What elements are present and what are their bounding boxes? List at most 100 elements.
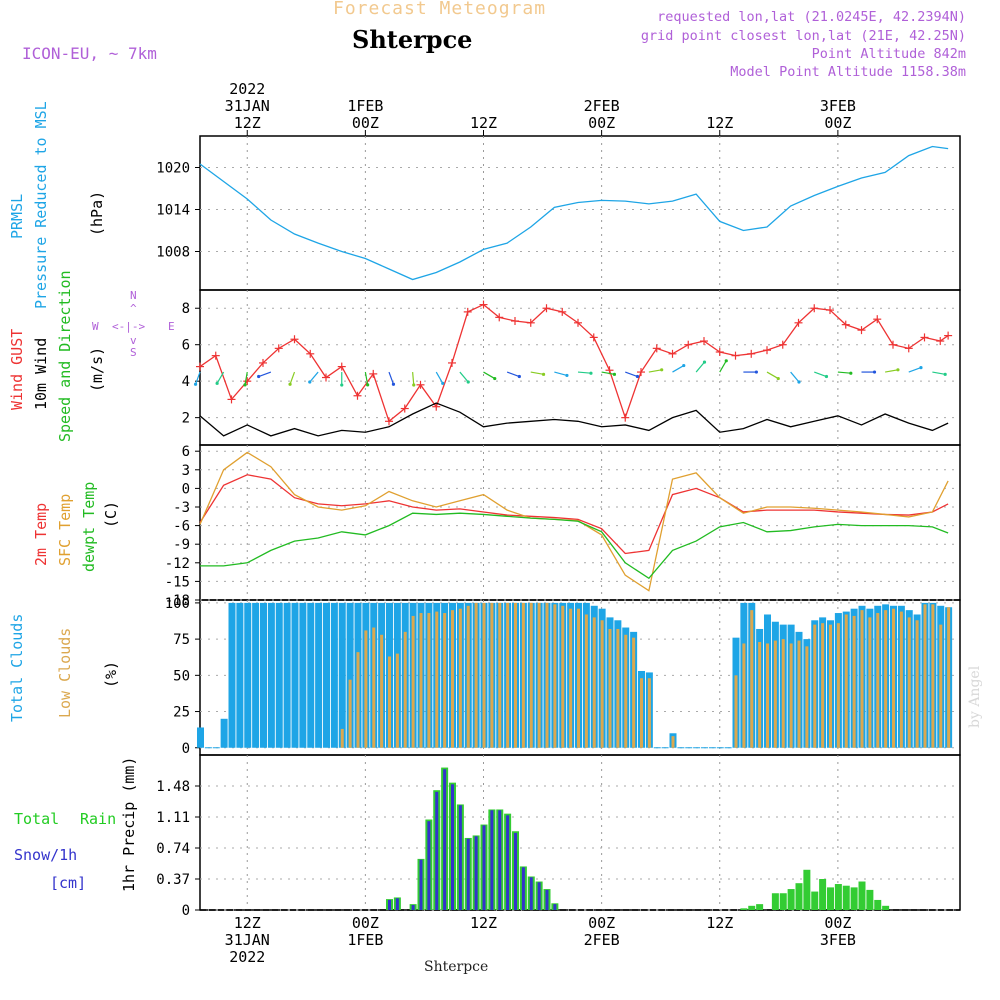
chart-title: Forecast Meteogram bbox=[333, 0, 547, 19]
ytick-label-temp: -9 bbox=[173, 537, 190, 553]
compass-w: W bbox=[92, 320, 99, 333]
wind-direction-arrow bbox=[388, 371, 395, 385]
snow-bar bbox=[537, 882, 541, 910]
ytick-label-precip: 0 bbox=[182, 903, 190, 919]
snow-bar bbox=[466, 838, 470, 910]
low-cloud-bar bbox=[805, 646, 809, 748]
rain-bar bbox=[811, 891, 819, 910]
low-cloud-bar bbox=[923, 604, 927, 748]
wind-direction-arrow bbox=[435, 371, 444, 384]
rain-bar bbox=[834, 884, 842, 910]
low-cloud-bar bbox=[860, 610, 864, 748]
ytick-label-clouds: 50 bbox=[173, 668, 190, 684]
low-cloud-bar bbox=[364, 630, 368, 748]
low-cloud-bar bbox=[876, 613, 880, 748]
pressure-line bbox=[199, 145, 949, 281]
low-cloud-bar bbox=[529, 602, 533, 748]
ytick-label-temp: -3 bbox=[173, 500, 190, 516]
time-label-bottom: 12Z bbox=[234, 914, 261, 932]
rain-bar bbox=[771, 893, 779, 910]
low-cloud-bar bbox=[411, 615, 415, 748]
low-cloud-bar bbox=[498, 602, 502, 748]
total-cloud-bar bbox=[323, 602, 330, 748]
wind-direction-arrow bbox=[577, 371, 592, 374]
wind-direction-arrowhead bbox=[919, 366, 923, 370]
low-cloud-bar bbox=[773, 640, 777, 748]
time-label-bottom: 00Z bbox=[824, 914, 851, 932]
time-label-bottom: 1FEB bbox=[347, 931, 383, 949]
low-cloud-bar bbox=[915, 620, 919, 748]
wind-direction-arrow bbox=[625, 371, 638, 378]
compass-dn: v bbox=[130, 334, 137, 347]
time-label-top: 12Z bbox=[706, 114, 733, 132]
wind-direction-arrowhead bbox=[193, 382, 198, 386]
time-label-top: 12Z bbox=[470, 114, 497, 132]
ytick-label-precip: 0.37 bbox=[156, 872, 190, 888]
ytick-label-pressure: 1008 bbox=[156, 245, 190, 261]
ytick-label-clouds: 25 bbox=[173, 705, 190, 721]
snow-bar bbox=[506, 815, 510, 910]
ytick-label-precip: 1.11 bbox=[156, 810, 190, 826]
wind-direction-arrowhead bbox=[635, 374, 640, 379]
time-label-top: 00Z bbox=[588, 114, 615, 132]
compass-up: ^ bbox=[130, 302, 137, 315]
wind-direction-arrow bbox=[837, 371, 851, 374]
low-cloud-bar bbox=[608, 628, 612, 748]
wind-direction-arrowhead bbox=[308, 380, 312, 384]
low-cloud-bar bbox=[340, 728, 344, 748]
point-altitude: Point Altitude 842m bbox=[811, 46, 966, 62]
rain-bar bbox=[866, 889, 874, 910]
wind-direction-arrow bbox=[648, 369, 662, 373]
wind-direction-arrow bbox=[554, 371, 568, 377]
ytick-label-wind: 4 bbox=[182, 374, 190, 390]
low-cloud-bar bbox=[829, 624, 832, 748]
rain-bar bbox=[842, 885, 850, 910]
low-cloud-bar bbox=[947, 607, 951, 748]
wind-direction-arrow bbox=[601, 371, 615, 375]
precip-snow-label: Snow/1h bbox=[14, 846, 78, 864]
wind-direction-arrow bbox=[885, 369, 899, 373]
low-cloud-bar bbox=[781, 639, 785, 748]
ytick-label-temp: 3 bbox=[182, 463, 190, 479]
low-cloud-bar bbox=[852, 615, 856, 748]
compass-mid: <-|-> bbox=[112, 320, 146, 333]
snow-bar bbox=[474, 836, 478, 910]
wind-direction-arrow bbox=[932, 371, 946, 375]
time-label-bottom: 2FEB bbox=[584, 931, 620, 949]
snow-bar bbox=[490, 810, 494, 910]
ytick-label-pressure: 1014 bbox=[156, 203, 190, 219]
gust-line bbox=[199, 303, 949, 423]
low-cloud-bar bbox=[435, 611, 439, 748]
rain-bar bbox=[858, 881, 866, 910]
compass-s: S bbox=[130, 346, 137, 359]
rain-bar bbox=[827, 887, 834, 910]
low-cloud-bar bbox=[844, 614, 848, 748]
low-cloud-bar bbox=[451, 610, 454, 748]
ytick-label-temp: -12 bbox=[165, 556, 190, 572]
wind-direction-arrowhead bbox=[612, 372, 617, 376]
total-cloud-bar bbox=[260, 602, 267, 748]
low-cloud-bar bbox=[577, 608, 580, 748]
compass-e: E bbox=[168, 320, 175, 333]
snow-bar bbox=[545, 889, 549, 910]
wind-direction-arrowhead bbox=[896, 368, 900, 372]
low-cloud-bar bbox=[458, 608, 462, 748]
low-cloud-bar bbox=[797, 640, 801, 748]
time-label-bottom: 00Z bbox=[352, 914, 379, 932]
wind-direction-arrowhead bbox=[366, 383, 370, 387]
low-cloud-bar bbox=[789, 643, 793, 748]
low-cloud-bar bbox=[380, 634, 384, 748]
wind-direction-arrowhead bbox=[797, 380, 801, 384]
wind-direction-arrowhead bbox=[724, 359, 728, 363]
low-cloud-bar bbox=[632, 637, 636, 748]
wind-direction-arrowhead bbox=[466, 380, 470, 384]
wind-direction-arrowhead bbox=[565, 373, 569, 378]
rain-bar bbox=[874, 899, 882, 910]
rain-bar bbox=[779, 893, 787, 910]
low-cloud-bar bbox=[750, 610, 754, 748]
wind10m-line bbox=[199, 402, 949, 437]
time-label-bottom: 31JAN bbox=[225, 931, 270, 949]
total-cloud-bar bbox=[307, 602, 315, 748]
low-cloud-bar bbox=[514, 602, 517, 748]
total-cloud-bar bbox=[275, 602, 283, 748]
